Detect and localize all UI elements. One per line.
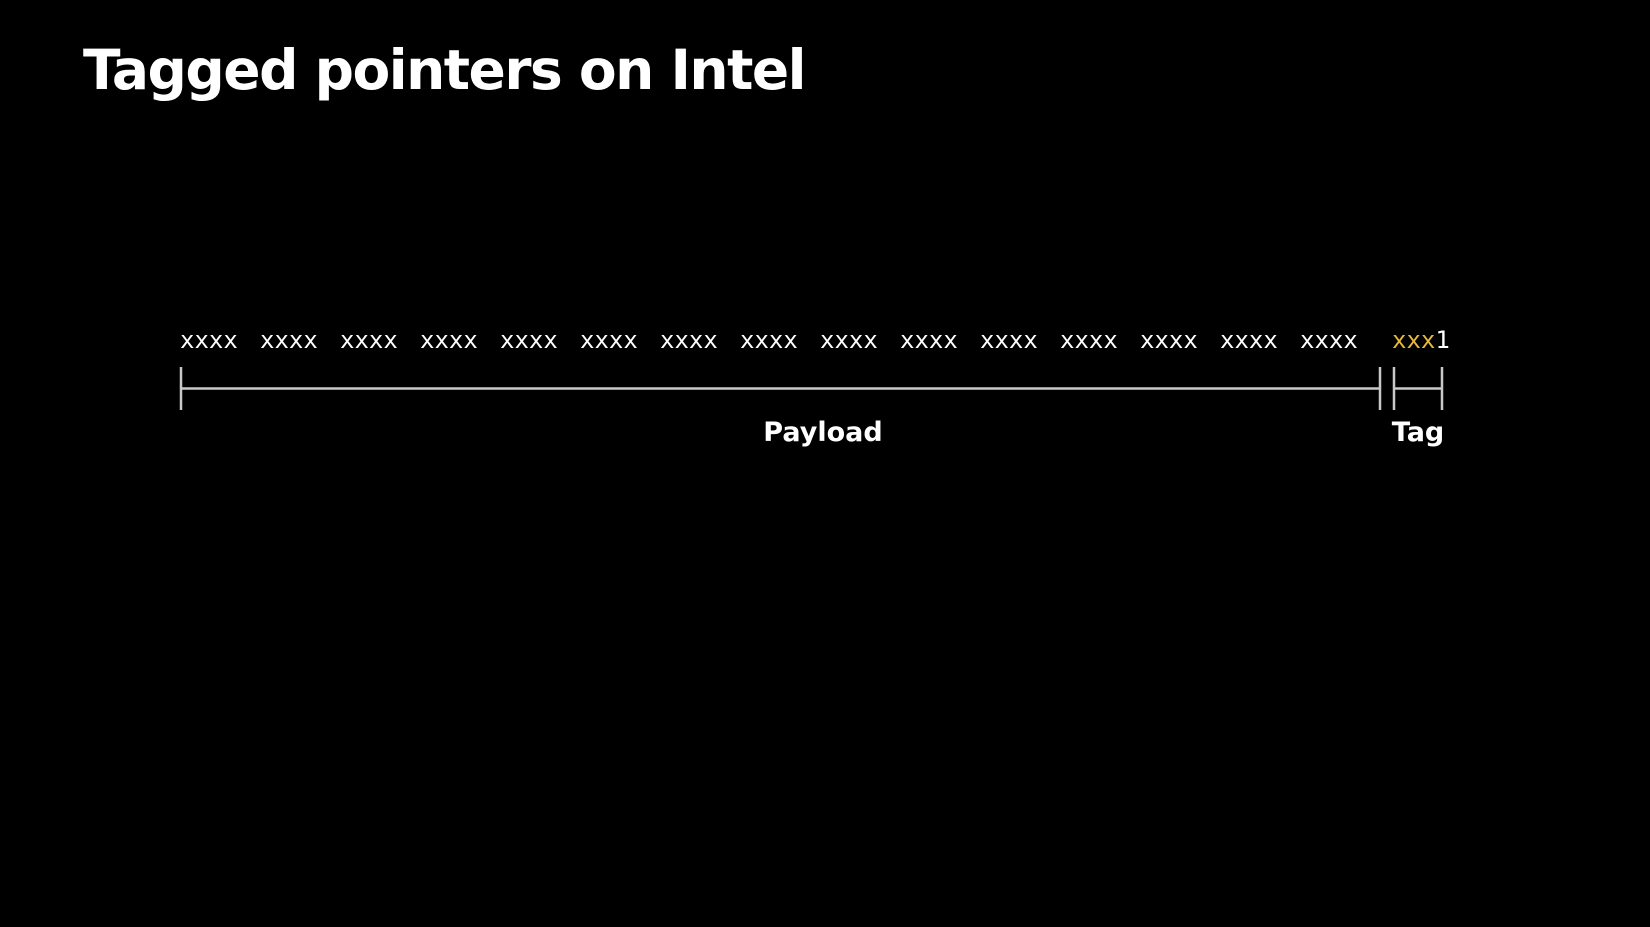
payload-bit-group: xxxx xyxy=(580,326,638,354)
payload-bit-group: xxxx xyxy=(1220,326,1278,354)
tag-bracket xyxy=(1392,367,1444,410)
payload-bit-group: xxxx xyxy=(1140,326,1198,354)
payload-bracket xyxy=(179,367,1382,410)
payload-bit-group: xxxx xyxy=(260,326,318,354)
payload-bit-group: xxxx xyxy=(1300,326,1358,354)
payload-label: Payload xyxy=(763,417,883,448)
slide-title: Tagged pointers on Intel xyxy=(83,38,807,102)
payload-bit-group: xxxx xyxy=(660,326,718,354)
payload-bit-group: xxxx xyxy=(980,326,1038,354)
payload-bit-group: xxxx xyxy=(500,326,558,354)
payload-bit-group: xxxx xyxy=(340,326,398,354)
tag-flag-bit: 1 xyxy=(1435,326,1450,354)
payload-bit-group: xxxx xyxy=(740,326,798,354)
tag-bits: xxx xyxy=(1392,326,1436,354)
payload-bit-group: xxxx xyxy=(420,326,478,354)
payload-bit-group: xxxx xyxy=(900,326,958,354)
pointer-bits-row: xxxx xxxx xxxx xxxx xxxx xxxx xxxx xxxx … xyxy=(180,326,1480,356)
payload-bit-group: xxxx xyxy=(1060,326,1118,354)
payload-bit-group: xxxx xyxy=(180,326,238,354)
payload-bit-group: xxxx xyxy=(820,326,878,354)
tag-bit-group: xxx1 xyxy=(1392,326,1450,354)
tag-label: Tag xyxy=(1391,417,1445,448)
